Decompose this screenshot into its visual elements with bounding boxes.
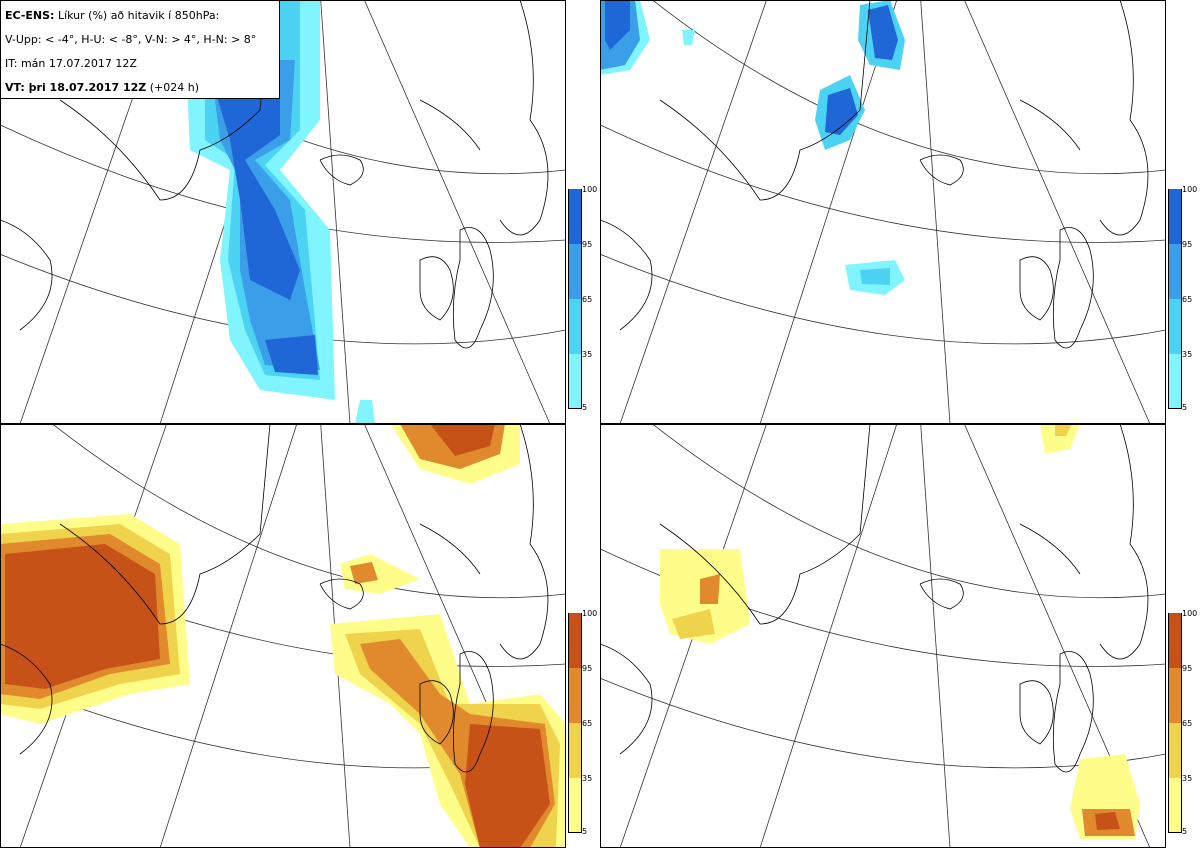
colorbar-seg (1168, 354, 1182, 409)
colorbar-tick: 95 (582, 664, 593, 673)
colorbar-tick: 5 (1182, 827, 1188, 836)
legend-init-time: IT: mán 17.07.2017 12Z (5, 57, 137, 70)
legend-description: Líkur (%) að hitavik í 850hPa: (54, 9, 220, 22)
colorbar-tick: 100 (1182, 609, 1198, 618)
map-panel-bottom-left (0, 424, 566, 848)
map-panel-bottom-right (600, 424, 1166, 848)
colorbar-warm-bottom-right: 100 95 65 35 5 (1168, 609, 1200, 836)
map-panel-top-right (600, 0, 1166, 424)
colorbar-tick: 35 (1182, 774, 1193, 783)
coastlines (600, 424, 1149, 773)
map-svg (600, 424, 1166, 848)
colorbar-tick: 95 (1182, 240, 1193, 249)
colorbar-seg (568, 244, 582, 299)
colorbar-seg (568, 189, 582, 244)
colorbar-seg (1168, 299, 1182, 354)
probability-fill (660, 424, 1140, 839)
legend-line-2: V-Upp: < -4°, H-U: < -8°, V-N: > 4°, H-N… (5, 33, 257, 46)
colorbar-tick: 5 (582, 403, 588, 412)
legend-line-4: VT: þri 18.07.2017 12Z (+024 h) (5, 76, 275, 100)
legend-line-1: EC-ENS: Líkur (%) að hitavik í 850hPa: (5, 4, 275, 28)
map-svg (600, 0, 1166, 424)
colorbar-seg (568, 613, 582, 668)
colorbar-seg (568, 668, 582, 723)
colorbar-seg (1168, 613, 1182, 668)
colorbar-tick: 65 (582, 295, 593, 304)
coastlines (0, 424, 549, 773)
colorbar-seg (1168, 189, 1182, 244)
colorbar-tick: 65 (1182, 719, 1193, 728)
colorbar-seg (568, 299, 582, 354)
colorbar-tick: 65 (1182, 295, 1193, 304)
graticule (600, 0, 1166, 424)
colorbar-cold-top-left: 100 95 65 35 5 (568, 185, 600, 412)
map-panel-top-left (0, 0, 566, 424)
colorbar-warm-bottom-left: 100 95 65 35 5 (568, 609, 600, 836)
colorbar-tick: 95 (582, 240, 593, 249)
probability-fill (600, 0, 905, 295)
colorbar-seg (1168, 668, 1182, 723)
legend-lead-time: (+024 h) (146, 81, 200, 94)
colorbar-cold-top-right: 100 95 65 35 5 (1168, 185, 1200, 412)
colorbar-seg (568, 778, 582, 833)
probability-fill (0, 424, 566, 848)
colorbar-tick: 95 (1182, 664, 1193, 673)
colorbar-tick: 100 (582, 609, 598, 618)
legend-model: EC-ENS: (5, 9, 55, 22)
map-svg (0, 424, 566, 848)
colorbar-tick: 65 (582, 719, 593, 728)
colorbar-tick: 35 (1182, 350, 1193, 359)
colorbar-seg (568, 354, 582, 409)
colorbar-tick: 5 (582, 827, 588, 836)
coastlines (600, 0, 1149, 349)
colorbar-tick: 35 (582, 774, 593, 783)
colorbar-tick: 100 (582, 185, 598, 194)
colorbar-seg (1168, 778, 1182, 833)
colorbar-tick: 35 (582, 350, 593, 359)
legend-valid-time: VT: þri 18.07.2017 12Z (5, 81, 147, 94)
colorbar-tick: 100 (1182, 185, 1198, 194)
legend-box: EC-ENS: Líkur (%) að hitavik í 850hPa: V… (0, 0, 280, 99)
colorbar-seg (1168, 244, 1182, 299)
colorbar-seg (1168, 723, 1182, 778)
colorbar-tick: 5 (1182, 403, 1188, 412)
colorbar-seg (568, 723, 582, 778)
coastlines (0, 0, 549, 349)
